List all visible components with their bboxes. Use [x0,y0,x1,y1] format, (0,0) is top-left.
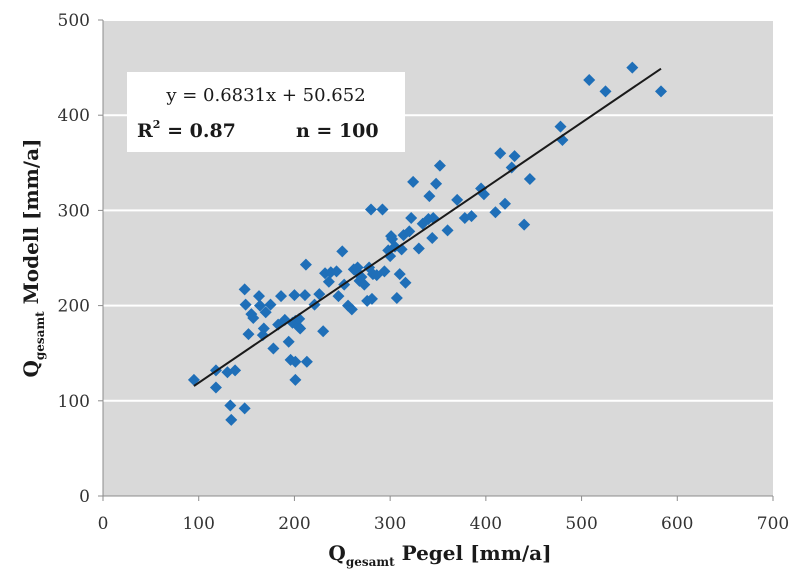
data-point [384,250,397,263]
x-axis-title-subscript: gesamt [346,555,395,569]
data-point [499,197,511,210]
data-point [508,150,521,163]
r-squared-symbol: R [137,120,153,142]
data-point [259,306,272,319]
data-point [433,159,446,172]
y-tick-label: 400 [58,106,90,126]
data-point [390,291,403,304]
data-point [264,298,277,311]
r-squared-value: = 0.87 [160,120,235,142]
equation-label: y = 0.6831x + 50.652 [165,85,365,106]
data-point [299,258,312,271]
x-tick-label: 600 [661,514,693,534]
y-axis-title: Qgesamt Modell [mm/a] [19,138,47,377]
data-point [253,290,266,303]
data-point [282,335,295,348]
x-tick-labels: 0 100 200 300 400 500 600 700 [98,496,789,534]
data-point [655,85,668,98]
data-point [451,193,464,206]
data-point [365,203,377,216]
data-point [465,210,478,223]
y-tick-labels: 0 100 200 300 400 500 [58,11,103,507]
data-point [253,299,266,312]
data-point [405,212,418,225]
data-point [298,289,311,302]
x-tick-label: 500 [565,514,597,534]
data-point [399,276,412,289]
r-squared-exponent: 2 [153,118,161,131]
data-point [430,177,443,190]
data-point [494,147,507,160]
data-point [267,342,280,355]
x-axis-title-rest: Pegel [mm/a] [395,541,552,565]
y-tick-label: 500 [58,11,90,31]
data-point [378,265,391,278]
data-point [583,73,596,86]
data-point [554,120,567,133]
data-point [229,364,242,377]
y-tick-label: 200 [58,297,90,317]
data-point [426,232,439,245]
x-axis-title-main: Q [328,541,345,565]
data-point [441,224,454,237]
data-point [599,85,612,98]
y-axis-title-main: Q [19,360,43,377]
data-point [242,328,255,341]
y-tick-label: 300 [58,201,90,221]
data-point [376,203,389,216]
data-point [336,245,349,258]
data-point [423,190,436,203]
x-tick-label: 200 [278,514,310,534]
data-point [523,172,536,185]
x-tick-label: 0 [98,514,109,534]
sample-size-label: n = 100 [296,120,379,142]
data-point [518,218,531,231]
data-point [345,303,358,316]
trendline [193,67,662,387]
annotation-box: y = 0.6831x + 50.652 R2 = 0.87 n = 100 [127,72,405,152]
data-point [247,311,260,324]
data-point [322,275,335,288]
data-points [187,61,668,426]
data-point [289,373,302,386]
data-point [330,265,343,278]
data-point [289,355,302,368]
r-squared-label: R2 = 0.87 [137,118,236,142]
data-point [351,261,364,274]
data-point [317,325,330,338]
data-point [239,298,252,311]
data-point [288,289,301,302]
x-axis-title: Qgesamt Pegel [mm/a] [328,541,551,569]
data-point [294,322,307,335]
data-point [505,161,518,174]
y-tick-label: 100 [58,392,90,412]
data-point [626,61,639,74]
data-point [393,268,406,281]
data-point [365,292,378,305]
data-point [407,175,420,188]
data-point [275,290,288,303]
data-point [412,242,425,255]
data-point [225,413,238,426]
data-point [257,322,270,335]
data-point [300,355,313,368]
x-tick-label: 700 [757,514,789,534]
data-point [358,278,371,291]
y-axis-title-rest: Modell [mm/a] [19,138,43,311]
x-tick-label: 300 [374,514,406,534]
data-point [403,225,416,238]
data-point [238,402,251,415]
x-tick-label: 100 [182,514,214,534]
data-point [313,288,326,301]
y-tick-label: 0 [79,487,90,507]
x-tick-label: 400 [470,514,502,534]
data-point [224,399,237,412]
annotation-background [127,72,405,152]
data-point [209,381,222,394]
data-point [238,283,251,296]
data-point [489,206,502,219]
y-axis-title-subscript: gesamt [33,311,47,360]
data-point [332,290,345,303]
